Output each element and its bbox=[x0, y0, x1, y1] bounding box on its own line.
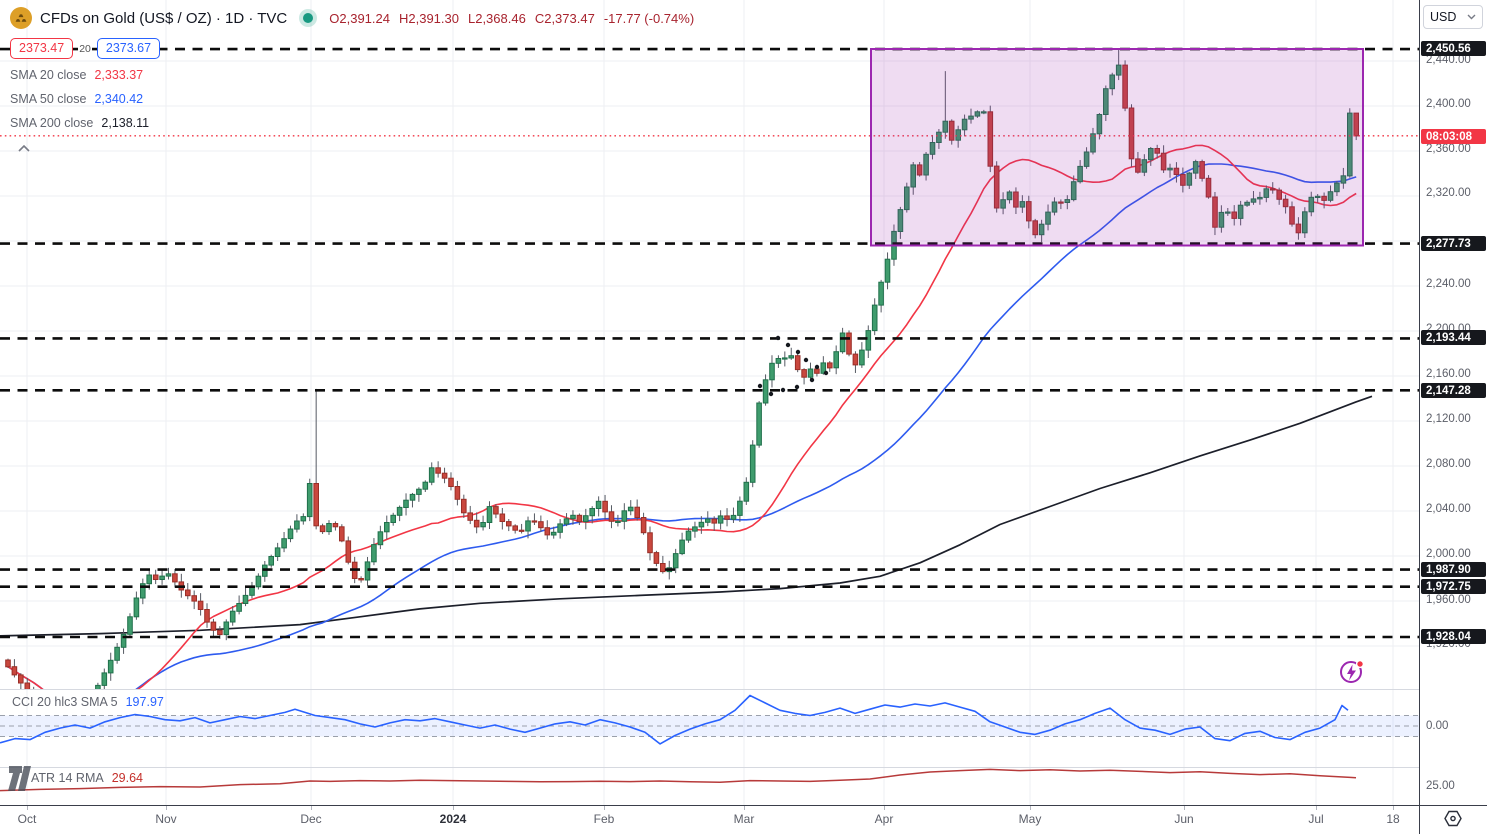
price-tick: 25.00 bbox=[1426, 780, 1455, 792]
time-axis-border bbox=[0, 805, 1487, 806]
time-axis-label: Nov bbox=[155, 812, 177, 826]
time-axis-label: Mar bbox=[733, 812, 755, 826]
legend-sma20[interactable]: SMA 20 close 2,333.37 bbox=[10, 68, 143, 82]
time-tick bbox=[1316, 806, 1317, 810]
ohlc-high: H2,391.30 bbox=[398, 10, 459, 26]
price-tick: 2,320.00 bbox=[1426, 187, 1471, 199]
time-tick bbox=[1030, 806, 1031, 810]
tradingview-watermark-logo bbox=[8, 762, 42, 799]
price-tag-row: 2373.47 20 2373.67 bbox=[10, 38, 161, 59]
countdown-badge: 08:03:08 bbox=[1421, 129, 1486, 144]
price-level-badge: 2,277.73 bbox=[1421, 236, 1486, 251]
time-axis[interactable]: Oct Nov Dec 2024 Feb Mar Apr May Jun Jul 18 bbox=[0, 806, 1419, 834]
legend-label: SMA 200 close bbox=[10, 116, 94, 130]
ohlc-open: O2,391.24 bbox=[329, 10, 390, 26]
time-tick bbox=[1184, 806, 1185, 810]
cci-label: CCI 20 hlc3 SMA 5 bbox=[12, 695, 118, 709]
legend-sma200[interactable]: SMA 200 close 2,138.11 bbox=[10, 116, 149, 130]
price-tick: 2,080.00 bbox=[1426, 458, 1471, 470]
legend-value: 2,138.11 bbox=[101, 116, 150, 130]
price-tick: 2,240.00 bbox=[1426, 278, 1471, 290]
atr-value: 29.64 bbox=[111, 771, 143, 785]
currency-label: USD bbox=[1430, 10, 1457, 24]
ohlc-change: -17.77 (-0.74%) bbox=[603, 10, 695, 26]
time-axis-label: Oct bbox=[17, 812, 37, 826]
time-axis-label: 2024 bbox=[439, 812, 467, 826]
time-axis-label: May bbox=[1018, 812, 1042, 826]
time-axis-label: Jul bbox=[1308, 812, 1324, 826]
time-tick bbox=[1393, 806, 1394, 810]
atr-label: ATR 14 RMA bbox=[31, 771, 104, 785]
chart-header: CFDs on Gold (US$ / OZ) · 1D · TVC O2,39… bbox=[10, 7, 694, 29]
price-tick: 1,960.00 bbox=[1426, 594, 1471, 606]
price-tick: 2,000.00 bbox=[1426, 548, 1471, 560]
price-axis[interactable]: 2,440.00 2,400.00 2,360.00 2,320.00 2,240.00… bbox=[1420, 0, 1487, 805]
price-tick: 2,360.00 bbox=[1426, 143, 1471, 155]
legend-sma50[interactable]: SMA 50 close 2,340.42 bbox=[10, 92, 143, 106]
price-level-badge: 1,987.90 bbox=[1421, 562, 1486, 577]
time-axis-label: Feb bbox=[593, 812, 615, 826]
market-status-dot[interactable] bbox=[303, 13, 314, 23]
time-tick bbox=[884, 806, 885, 810]
legend-label: SMA 50 close bbox=[10, 92, 87, 106]
pane-separator[interactable] bbox=[0, 767, 1487, 768]
atr-legend[interactable]: ATR 14 RMA 29.64 bbox=[31, 771, 143, 785]
price-tag-separator: 20 bbox=[78, 42, 92, 55]
pane-separator[interactable] bbox=[0, 689, 1487, 690]
chart-pane[interactable] bbox=[0, 0, 1419, 805]
time-tick bbox=[453, 806, 454, 810]
price-tick: 2,400.00 bbox=[1426, 98, 1471, 110]
ohlc-low: L2,368.46 bbox=[467, 10, 526, 26]
chevron-down-icon bbox=[1467, 14, 1476, 20]
time-axis-label: Jun bbox=[1174, 812, 1194, 826]
price-tick: 2,160.00 bbox=[1426, 368, 1471, 380]
time-tick bbox=[166, 806, 167, 810]
time-tick bbox=[604, 806, 605, 810]
flash-alert-icon[interactable] bbox=[1338, 658, 1366, 686]
legend-value: 2,340.42 bbox=[94, 92, 144, 106]
currency-dropdown[interactable]: USD bbox=[1423, 5, 1483, 29]
gold-symbol-icon bbox=[10, 7, 32, 29]
price-level-badge: 2,450.56 bbox=[1421, 41, 1486, 56]
time-axis-label: 18 bbox=[1386, 812, 1400, 826]
cci-value: 197.97 bbox=[125, 695, 164, 709]
price-level-badge: 1,972.75 bbox=[1421, 579, 1486, 594]
cci-legend[interactable]: CCI 20 hlc3 SMA 5 197.97 bbox=[12, 695, 164, 709]
time-tick bbox=[744, 806, 745, 810]
price-level-badge: 2,193.44 bbox=[1421, 330, 1486, 345]
price-axis-border bbox=[1419, 0, 1420, 834]
price-level-badge: 1,928.04 bbox=[1421, 629, 1486, 644]
legend-value: 2,333.37 bbox=[94, 68, 144, 82]
ohlc-close: C2,373.47 bbox=[534, 10, 595, 26]
legend-label: SMA 20 close bbox=[10, 68, 87, 82]
time-axis-label: Apr bbox=[874, 812, 894, 826]
collapse-legend-button[interactable] bbox=[14, 140, 34, 156]
pane-settings-eye-icon[interactable] bbox=[1443, 810, 1463, 827]
ohlc-values: O2,391.24 H2,391.30 L2,368.46 C2,373.47 … bbox=[329, 11, 694, 26]
price-tick: 2,440.00 bbox=[1426, 54, 1471, 66]
price-tick: 0.00 bbox=[1426, 720, 1449, 732]
time-axis-label: Dec bbox=[300, 812, 322, 826]
price-tick: 2,040.00 bbox=[1426, 503, 1471, 515]
time-tick bbox=[27, 806, 28, 810]
time-tick bbox=[311, 806, 312, 810]
price-tag-blue: 2373.67 bbox=[96, 38, 161, 59]
symbol-title[interactable]: CFDs on Gold (US$ / OZ) · 1D · TVC bbox=[40, 9, 288, 27]
price-tag-red: 2373.47 bbox=[10, 38, 74, 59]
price-tick: 2,120.00 bbox=[1426, 413, 1471, 425]
price-level-badge: 2,147.28 bbox=[1421, 383, 1486, 398]
